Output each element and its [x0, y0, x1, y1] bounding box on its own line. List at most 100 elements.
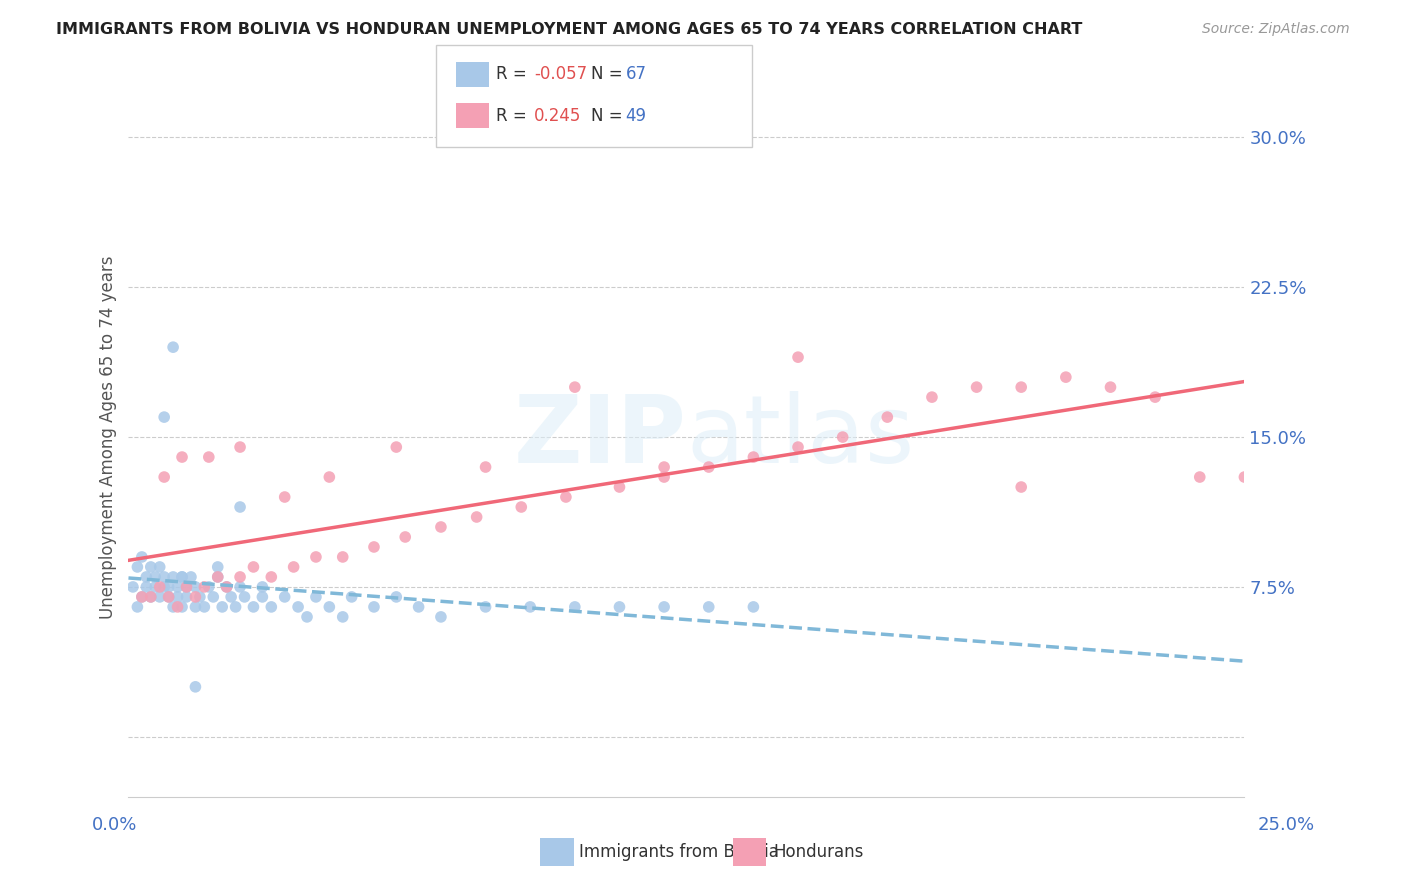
- Point: [519, 599, 541, 614]
- Point: [184, 680, 207, 694]
- Point: [305, 549, 328, 564]
- Point: [609, 599, 631, 614]
- Point: [233, 590, 256, 604]
- Text: ZIP: ZIP: [513, 391, 686, 483]
- Point: [921, 390, 943, 404]
- Point: [193, 599, 215, 614]
- Point: [287, 599, 309, 614]
- Point: [176, 590, 198, 604]
- Point: [787, 350, 810, 364]
- Point: [211, 599, 233, 614]
- Text: atlas: atlas: [686, 391, 915, 483]
- Point: [242, 599, 264, 614]
- Point: [1144, 390, 1167, 404]
- Point: [363, 540, 385, 554]
- Y-axis label: Unemployment Among Ages 65 to 74 years: Unemployment Among Ages 65 to 74 years: [100, 255, 117, 619]
- Point: [157, 590, 180, 604]
- Point: [340, 590, 363, 604]
- Point: [318, 599, 340, 614]
- Point: [193, 580, 215, 594]
- Point: [135, 570, 157, 584]
- Point: [283, 560, 305, 574]
- Point: [242, 560, 264, 574]
- Point: [143, 570, 166, 584]
- Point: [229, 440, 252, 454]
- Point: [273, 490, 295, 504]
- Point: [180, 570, 202, 584]
- Point: [876, 410, 898, 425]
- Point: [157, 590, 180, 604]
- Point: [149, 580, 172, 594]
- Point: [252, 590, 274, 604]
- Point: [188, 590, 211, 604]
- Point: [1188, 470, 1211, 484]
- Point: [166, 580, 188, 594]
- Text: -0.057: -0.057: [534, 65, 588, 83]
- Point: [166, 599, 188, 614]
- Point: [153, 580, 176, 594]
- Point: [131, 590, 153, 604]
- Point: [170, 599, 193, 614]
- Point: [170, 570, 193, 584]
- Text: Source: ZipAtlas.com: Source: ZipAtlas.com: [1202, 22, 1350, 37]
- Point: [176, 580, 198, 594]
- Text: R =: R =: [496, 65, 533, 83]
- Point: [332, 549, 354, 564]
- Point: [1010, 380, 1032, 394]
- Point: [176, 580, 198, 594]
- Point: [742, 450, 765, 464]
- Point: [787, 440, 810, 454]
- Point: [198, 580, 221, 594]
- Point: [143, 580, 166, 594]
- Point: [219, 590, 242, 604]
- Point: [465, 510, 488, 524]
- Point: [474, 460, 496, 475]
- Point: [162, 340, 184, 354]
- Point: [207, 570, 229, 584]
- Point: [697, 460, 720, 475]
- Text: N =: N =: [591, 65, 627, 83]
- Point: [229, 570, 252, 584]
- Point: [127, 560, 149, 574]
- Point: [184, 599, 207, 614]
- Point: [157, 580, 180, 594]
- Point: [153, 570, 176, 584]
- Point: [394, 530, 416, 544]
- Text: 49: 49: [626, 107, 647, 125]
- Point: [198, 450, 221, 464]
- Point: [385, 590, 408, 604]
- Text: 0.0%: 0.0%: [91, 816, 136, 834]
- Point: [127, 599, 149, 614]
- Point: [252, 580, 274, 594]
- Point: [831, 430, 853, 444]
- Point: [135, 580, 157, 594]
- Point: [139, 560, 162, 574]
- Point: [305, 590, 328, 604]
- Point: [1010, 480, 1032, 494]
- Point: [229, 500, 252, 514]
- Point: [131, 549, 153, 564]
- Point: [1099, 380, 1122, 394]
- Point: [207, 560, 229, 574]
- Point: [260, 570, 283, 584]
- Point: [430, 610, 453, 624]
- Point: [430, 520, 453, 534]
- Point: [162, 570, 184, 584]
- Text: 25.0%: 25.0%: [1257, 816, 1315, 834]
- Point: [153, 470, 176, 484]
- Point: [295, 610, 318, 624]
- Point: [131, 590, 153, 604]
- Point: [363, 599, 385, 614]
- Point: [225, 599, 247, 614]
- Point: [202, 590, 225, 604]
- Text: 0.245: 0.245: [534, 107, 582, 125]
- Point: [564, 380, 586, 394]
- Point: [273, 590, 295, 604]
- Point: [149, 560, 172, 574]
- Point: [207, 570, 229, 584]
- Point: [564, 599, 586, 614]
- Point: [170, 570, 193, 584]
- Point: [149, 590, 172, 604]
- Text: IMMIGRANTS FROM BOLIVIA VS HONDURAN UNEMPLOYMENT AMONG AGES 65 TO 74 YEARS CORRE: IMMIGRANTS FROM BOLIVIA VS HONDURAN UNEM…: [56, 22, 1083, 37]
- Point: [408, 599, 430, 614]
